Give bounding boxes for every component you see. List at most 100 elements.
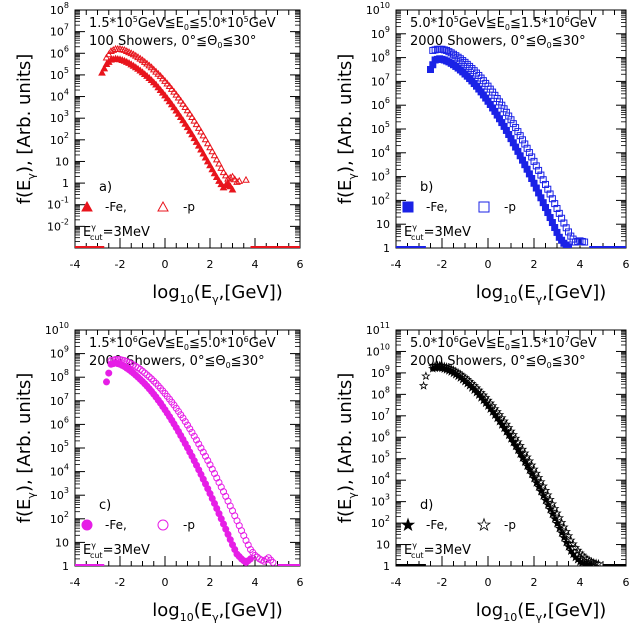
data-point	[176, 96, 185, 104]
data-point	[438, 45, 446, 53]
panel-label: d)	[420, 498, 433, 513]
data-point	[508, 429, 519, 439]
y-tick-label: 109	[50, 345, 69, 361]
series-fe	[427, 55, 572, 248]
data-point	[141, 369, 149, 377]
y-tick-label: 10	[55, 155, 69, 168]
data-layer	[75, 44, 300, 248]
data-point	[230, 175, 239, 183]
data-point	[512, 124, 520, 132]
data-point	[526, 460, 537, 470]
data-point	[188, 113, 196, 120]
data-point	[194, 141, 203, 149]
data-point	[538, 481, 548, 491]
data-point	[498, 101, 506, 109]
data-point	[199, 131, 208, 139]
data-point	[501, 419, 512, 429]
data-point	[212, 173, 221, 181]
data-point	[578, 237, 586, 245]
y-axis-title: f(Eγ), [Arb. units]	[335, 54, 359, 205]
y-tick-label: 102	[371, 191, 390, 207]
data-point	[499, 416, 509, 426]
data-point	[497, 412, 507, 422]
data-point	[443, 46, 451, 54]
data-point	[571, 238, 579, 246]
data-point	[429, 46, 437, 54]
data-point	[503, 422, 514, 432]
data-point	[208, 165, 217, 173]
y-tick-label: 103	[50, 109, 69, 125]
data-point	[204, 457, 212, 465]
data-point	[519, 136, 526, 144]
data-point	[201, 153, 210, 161]
x-tick-label: 0	[162, 258, 169, 271]
data-point	[523, 144, 531, 152]
x-tick-label: 2	[531, 258, 538, 271]
y-tick-label: 104	[371, 471, 390, 487]
ecut-note: Eγ cut=3MeV	[404, 541, 471, 560]
energy-range-note: 1.5*106GeV≦E0≦5.0*106GeV	[89, 335, 276, 352]
y-axis-title: f(Eγ), [Arb. units]	[14, 54, 38, 205]
data-point	[251, 551, 259, 559]
y-tick-label: 1010	[45, 321, 69, 337]
data-point	[201, 135, 210, 143]
data-point	[267, 556, 275, 564]
data-point	[172, 90, 181, 98]
data-point	[574, 237, 582, 245]
data-point	[555, 209, 563, 217]
data-point	[208, 147, 217, 155]
data-point	[170, 87, 178, 95]
data-point	[188, 428, 196, 436]
data-point	[528, 153, 536, 161]
data-point	[219, 168, 228, 176]
data-point	[510, 433, 521, 443]
data-point	[545, 494, 555, 504]
data-point	[210, 151, 219, 159]
data-point	[112, 356, 119, 363]
data-point	[418, 380, 429, 390]
data-point	[551, 200, 559, 208]
y-tick-label: 1	[383, 560, 390, 573]
y-tick-label: 1	[383, 242, 390, 255]
data-point	[525, 149, 533, 157]
data-point	[576, 237, 584, 245]
data-point	[192, 137, 201, 145]
legend-label-p: -p	[504, 200, 516, 214]
y-tick-label: 104	[50, 463, 69, 479]
y-tick-label: 108	[371, 385, 390, 401]
data-point	[522, 452, 532, 462]
data-point	[109, 45, 118, 53]
data-point	[145, 373, 153, 381]
data-point	[202, 452, 209, 460]
data-point	[508, 437, 519, 447]
data-point	[174, 93, 183, 101]
x-tick-label: -2	[437, 576, 448, 589]
data-point	[565, 228, 572, 236]
data-point	[199, 149, 208, 157]
data-point	[531, 468, 542, 478]
data-point	[148, 375, 155, 383]
x-tick-label: 6	[623, 576, 630, 589]
data-point	[247, 555, 254, 563]
data-point	[179, 414, 187, 422]
data-point	[102, 53, 111, 61]
legend-label-p: -p	[183, 518, 195, 532]
legend-label-p: -p	[504, 518, 516, 532]
series-p	[102, 44, 250, 185]
data-point	[562, 224, 570, 232]
data-point	[558, 214, 566, 222]
x-axis-title: log10(Eγ,[GeV])	[152, 282, 283, 306]
y-tick-label: 105	[50, 439, 69, 455]
data-point	[190, 134, 199, 142]
showers-note: 2000 Showers, 0°≦Θ0≦30°	[410, 34, 586, 50]
y-tick-label: 106	[371, 96, 390, 112]
y-tick-label: 102	[50, 510, 69, 526]
x-tick-label: 4	[252, 576, 259, 589]
data-point	[150, 377, 158, 385]
x-tick-label: -2	[437, 258, 448, 271]
data-point	[242, 175, 250, 183]
data-point	[535, 166, 543, 174]
data-point	[544, 185, 552, 193]
data-point	[215, 159, 223, 167]
y-axis-title: f(Eγ), [Arb. units]	[14, 373, 38, 524]
